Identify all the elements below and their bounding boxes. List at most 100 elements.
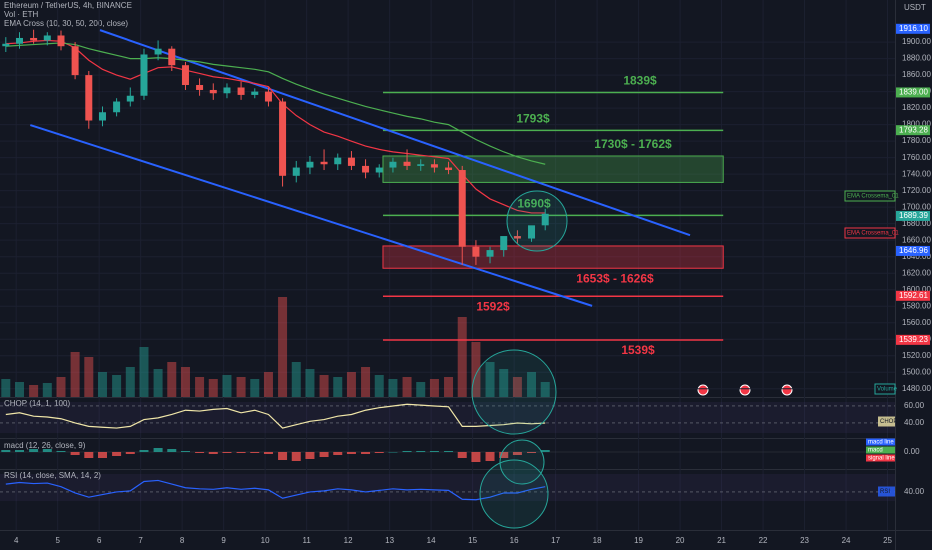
macd-bar [263,452,273,454]
price-tag [896,87,930,98]
price-tag-label: 1793.28 [899,125,928,134]
macd-bar [527,452,537,453]
y-tick-label: 1880.00 [902,54,931,63]
volume-bar [429,379,439,397]
macd-bar [208,452,218,454]
macd-bar [429,451,439,452]
volume-bar [222,375,232,397]
macd-bar [29,449,39,452]
x-tick-label: 12 [344,536,353,545]
chart-title: Ethereum / TetherUS, 4h, BINANCE [4,1,132,10]
volume-bar [56,377,66,397]
indicator-tag [866,446,895,454]
candle-body [375,167,383,173]
side-label-box [844,227,896,239]
macd-bar [485,452,495,461]
event-icon[interactable] [697,384,709,396]
x-tick-label: 14 [427,536,436,545]
volume-bar [540,382,550,397]
x-tick-label: 21 [717,536,726,545]
x-tick-label: 18 [593,536,602,545]
y-tick-label: 60.00 [904,401,925,410]
macd-bar [333,452,343,455]
macd-bar [278,452,288,460]
indicator-tag-label: RSI [880,489,890,495]
indicator-tag-label: CHOP [880,419,897,425]
volume-bar [527,372,537,397]
volume-bar [305,369,315,397]
candle-body [223,87,231,94]
y-tick-label: 1520.00 [902,351,931,360]
highlight-circle [506,190,568,252]
x-tick-label: 20 [676,536,685,545]
x-tick-label: 9 [221,536,226,545]
x-tick-label: 19 [634,536,643,545]
volume-bar [374,375,384,397]
macd-bar [139,450,149,452]
event-icon[interactable] [739,384,751,396]
x-tick-label: 17 [551,536,560,545]
x-tick-label: 10 [261,536,270,545]
macd-bar [70,452,80,455]
indicator-tag-label: signal line [868,456,895,462]
y-tick-label: 1820.00 [902,103,931,112]
candle-body [472,246,480,257]
candle-body [320,161,328,165]
volume-bar [416,382,426,397]
x-tick-label: 13 [385,536,394,545]
volume-bar [278,297,288,397]
candle-body [430,164,438,168]
macd-bar [402,451,412,452]
volume-bar [388,379,398,397]
macd-bar [291,452,301,461]
candle-body [140,54,148,96]
candle-body [334,157,342,165]
indicator-tag [878,486,895,497]
macd-bar [84,452,94,458]
y-tick-label: 1480.00 [902,384,931,393]
macd-bar [222,452,232,453]
x-tick-label: 6 [97,536,102,545]
indicator-tag [866,454,895,462]
level-label: 1839$ [623,74,657,88]
price-tag [896,245,930,256]
candle-body [528,225,536,239]
ema-line [5,42,546,165]
macd-bar [416,451,426,452]
zone [382,155,724,183]
candle-body [43,35,51,41]
macd-bar [540,450,550,452]
volume-bar [499,369,509,397]
volume-bar [263,372,273,397]
y-tick-label: 1780.00 [902,136,931,145]
y-tick-label: 1660.00 [902,235,931,244]
volume-bar [512,377,522,397]
macd-bar [374,452,384,453]
volume-bar [125,367,135,397]
x-tick-label: 11 [302,536,311,545]
y-tick-label: 1680.00 [902,219,931,228]
price-tag-label: 1539.23 [899,335,928,344]
indicator-line [5,479,546,501]
price-tag [896,210,930,221]
candle-body [2,43,10,47]
pane-title: RSI (14, close, SMA, 14, 2) [4,471,101,480]
zone-label: 1653$ - 1626$ [576,271,654,285]
candle-body [16,37,24,44]
price-tag-label: 1839.00 [899,88,928,97]
candle-body [347,157,355,166]
macd-bar [512,452,522,455]
y-tick-label: 1580.00 [902,301,931,310]
volume-bar [167,362,177,397]
macd-bar [125,452,135,454]
macd-bar [1,450,11,452]
subtitle: Vol · ETH [4,10,38,19]
candle-body [389,161,397,168]
pane-title: macd (12, 26, close, 9) [4,441,86,450]
event-icon[interactable] [781,384,793,396]
macd-bar [195,452,205,453]
macd-bar [388,452,398,453]
macd-bar [236,452,246,453]
price-tag [896,290,930,301]
